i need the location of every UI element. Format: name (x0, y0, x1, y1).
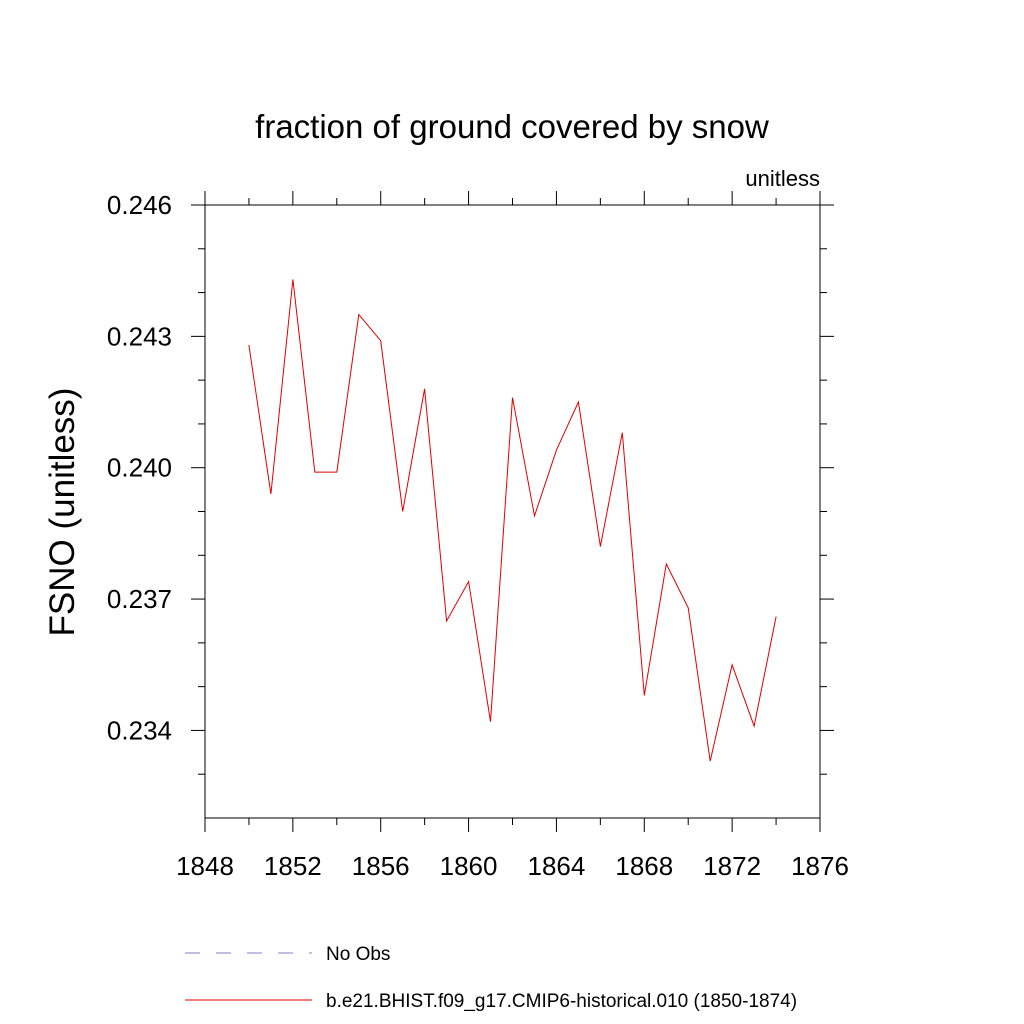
units-label: unitless (745, 166, 820, 191)
series-line (248, 279, 777, 762)
x-tick-label: 1848 (176, 851, 234, 881)
plot-frame (204, 204, 821, 819)
y-tick-label: 0.240 (107, 453, 172, 483)
x-tick-label: 1856 (352, 851, 410, 881)
legend-label: No Obs (326, 944, 390, 965)
x-tick-label: 1860 (440, 851, 498, 881)
y-tick-label: 0.246 (107, 190, 172, 220)
x-tick-label: 1852 (264, 851, 322, 881)
y-tick-label: 0.237 (107, 584, 172, 614)
x-tick-label: 1872 (703, 851, 761, 881)
legend-label: b.e21.BHIST.f09_g17.CMIP6-historical.010… (326, 991, 797, 1012)
data-series (248, 279, 777, 762)
y-axis-label: FSNO (unitless) (43, 388, 82, 637)
chart-title: fraction of ground covered by snow (255, 108, 769, 145)
x-tick-label: 1876 (791, 851, 849, 881)
y-tick-label: 0.234 (107, 715, 172, 745)
legend: No Obs b.e21.BHIST.f09_g17.CMIP6-historic… (185, 944, 797, 1012)
x-tick-label: 1868 (615, 851, 673, 881)
axis-ticks: 1848 1852 1856 1860 1864 1868 1872 1876 0.234 0.2… (107, 190, 849, 881)
y-tick-label: 0.243 (107, 321, 172, 351)
x-tick-label: 1864 (528, 851, 586, 881)
